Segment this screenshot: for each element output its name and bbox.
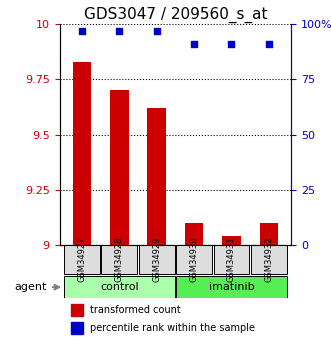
Bar xyxy=(110,90,129,245)
Point xyxy=(191,41,197,47)
Bar xyxy=(185,223,204,245)
Bar xyxy=(73,62,91,245)
Text: percentile rank within the sample: percentile rank within the sample xyxy=(90,323,255,333)
FancyBboxPatch shape xyxy=(139,245,175,274)
Point xyxy=(117,28,122,33)
Bar xyxy=(71,304,83,316)
FancyBboxPatch shape xyxy=(251,245,287,274)
Point xyxy=(79,28,85,33)
Bar xyxy=(222,236,241,245)
Bar xyxy=(147,108,166,245)
Title: GDS3047 / 209560_s_at: GDS3047 / 209560_s_at xyxy=(84,7,267,23)
FancyBboxPatch shape xyxy=(64,276,175,298)
FancyBboxPatch shape xyxy=(176,276,287,298)
Bar xyxy=(260,223,278,245)
Text: control: control xyxy=(100,282,139,292)
FancyBboxPatch shape xyxy=(213,245,250,274)
Text: GSM34929: GSM34929 xyxy=(152,237,161,282)
Text: GSM34927: GSM34927 xyxy=(77,237,86,282)
Point xyxy=(229,41,234,47)
Point xyxy=(266,41,271,47)
FancyBboxPatch shape xyxy=(64,245,100,274)
Text: agent: agent xyxy=(15,282,59,292)
Bar xyxy=(71,322,83,334)
Text: GSM34932: GSM34932 xyxy=(264,237,273,282)
Text: transformed count: transformed count xyxy=(90,305,180,315)
Text: GSM34930: GSM34930 xyxy=(190,237,199,282)
Text: GSM34928: GSM34928 xyxy=(115,237,124,282)
FancyBboxPatch shape xyxy=(101,245,137,274)
FancyBboxPatch shape xyxy=(176,245,212,274)
Text: GSM34931: GSM34931 xyxy=(227,237,236,282)
Point xyxy=(154,28,160,33)
Text: imatinib: imatinib xyxy=(209,282,254,292)
